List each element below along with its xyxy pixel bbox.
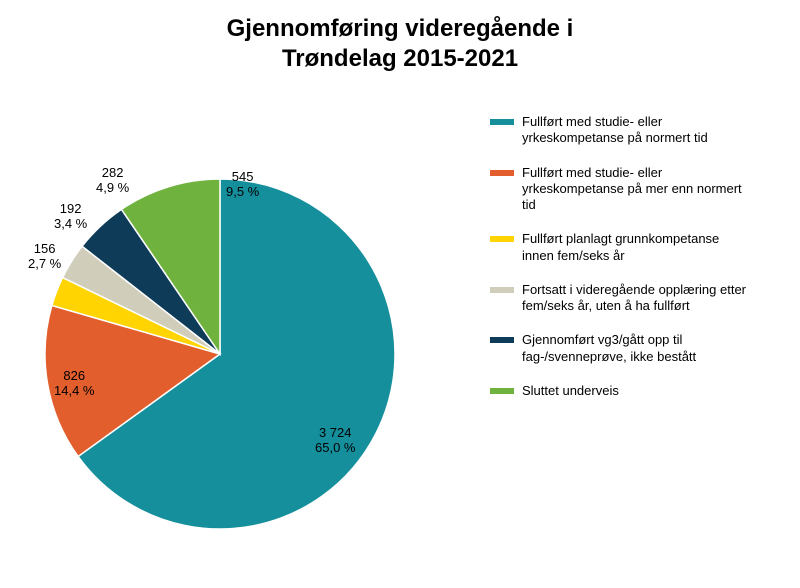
legend-label: Fullført med studie- eller yrkeskompetan… <box>522 114 752 147</box>
slice-count: 282 <box>102 165 124 180</box>
slice-percent: 14,4 % <box>54 383 94 398</box>
chart-title: Gjennomføring videregående i Trøndelag 2… <box>0 0 800 74</box>
legend-swatch <box>490 287 514 293</box>
slice-percent: 4,9 % <box>96 180 129 195</box>
slice-data-label: 5459,5 % <box>226 170 259 200</box>
slice-percent: 3,4 % <box>54 216 87 231</box>
legend-swatch <box>490 170 514 176</box>
slice-count: 826 <box>63 368 85 383</box>
legend-label: Gjennomført vg3/gått opp til fag-/svenne… <box>522 332 752 365</box>
slice-count: 192 <box>60 201 82 216</box>
slice-percent: 2,7 % <box>28 256 61 271</box>
legend: Fullført med studie- eller yrkeskompetan… <box>490 114 752 399</box>
slice-data-label: 82614,4 % <box>54 369 94 399</box>
slice-count: 156 <box>34 241 56 256</box>
title-line-2: Trøndelag 2015-2021 <box>282 45 518 72</box>
legend-label: Fullført med studie- eller yrkeskompetan… <box>522 165 752 214</box>
legend-label: Sluttet underveis <box>522 383 619 399</box>
legend-item: Fortsatt i videregående opplæring etter … <box>490 282 752 315</box>
title-line-1: Gjennomføring videregående i <box>227 15 574 42</box>
legend-swatch <box>490 388 514 394</box>
legend-item: Gjennomført vg3/gått opp til fag-/svenne… <box>490 332 752 365</box>
legend-swatch <box>490 236 514 242</box>
slice-percent: 65,0 % <box>315 440 355 455</box>
legend-label: Fortsatt i videregående opplæring etter … <box>522 282 752 315</box>
legend-swatch <box>490 337 514 343</box>
slice-percent: 9,5 % <box>226 184 259 199</box>
legend-item: Fullført med studie- eller yrkeskompetan… <box>490 114 752 147</box>
slice-data-label: 1562,7 % <box>28 242 61 272</box>
legend-label: Fullført planlagt grunnkompetanse innen … <box>522 231 752 264</box>
slice-count: 545 <box>232 169 254 184</box>
legend-item: Sluttet underveis <box>490 383 752 399</box>
slice-data-label: 2824,9 % <box>96 166 129 196</box>
slice-data-label: 3 72465,0 % <box>315 426 355 456</box>
slice-count: 3 724 <box>319 425 352 440</box>
legend-item: Fullført med studie- eller yrkeskompetan… <box>490 165 752 214</box>
legend-item: Fullført planlagt grunnkompetanse innen … <box>490 231 752 264</box>
slice-data-label: 1923,4 % <box>54 202 87 232</box>
legend-swatch <box>490 119 514 125</box>
